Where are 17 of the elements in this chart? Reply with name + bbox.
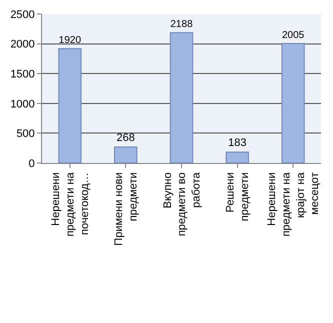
data-label: 2005: [282, 30, 305, 41]
y-tick-label: 1000: [10, 98, 35, 110]
bar: [281, 43, 305, 163]
y-tick-label: 500: [16, 128, 35, 140]
bar: [170, 32, 194, 163]
y-tick-label: 2500: [10, 8, 35, 21]
data-label: 1920: [58, 34, 82, 46]
bar: [114, 146, 138, 163]
y-tick-label: 1500: [10, 68, 35, 80]
bar: [226, 152, 249, 163]
bar: [58, 48, 82, 163]
y-tick-label: 0: [28, 158, 35, 170]
data-label: 183: [228, 137, 246, 150]
data-label: 2188: [170, 18, 194, 30]
x-tick-label: Нерешени предмети на почетокод…: [50, 172, 91, 237]
data-label: 268: [116, 132, 135, 144]
y-tick-label: 2000: [10, 38, 35, 51]
